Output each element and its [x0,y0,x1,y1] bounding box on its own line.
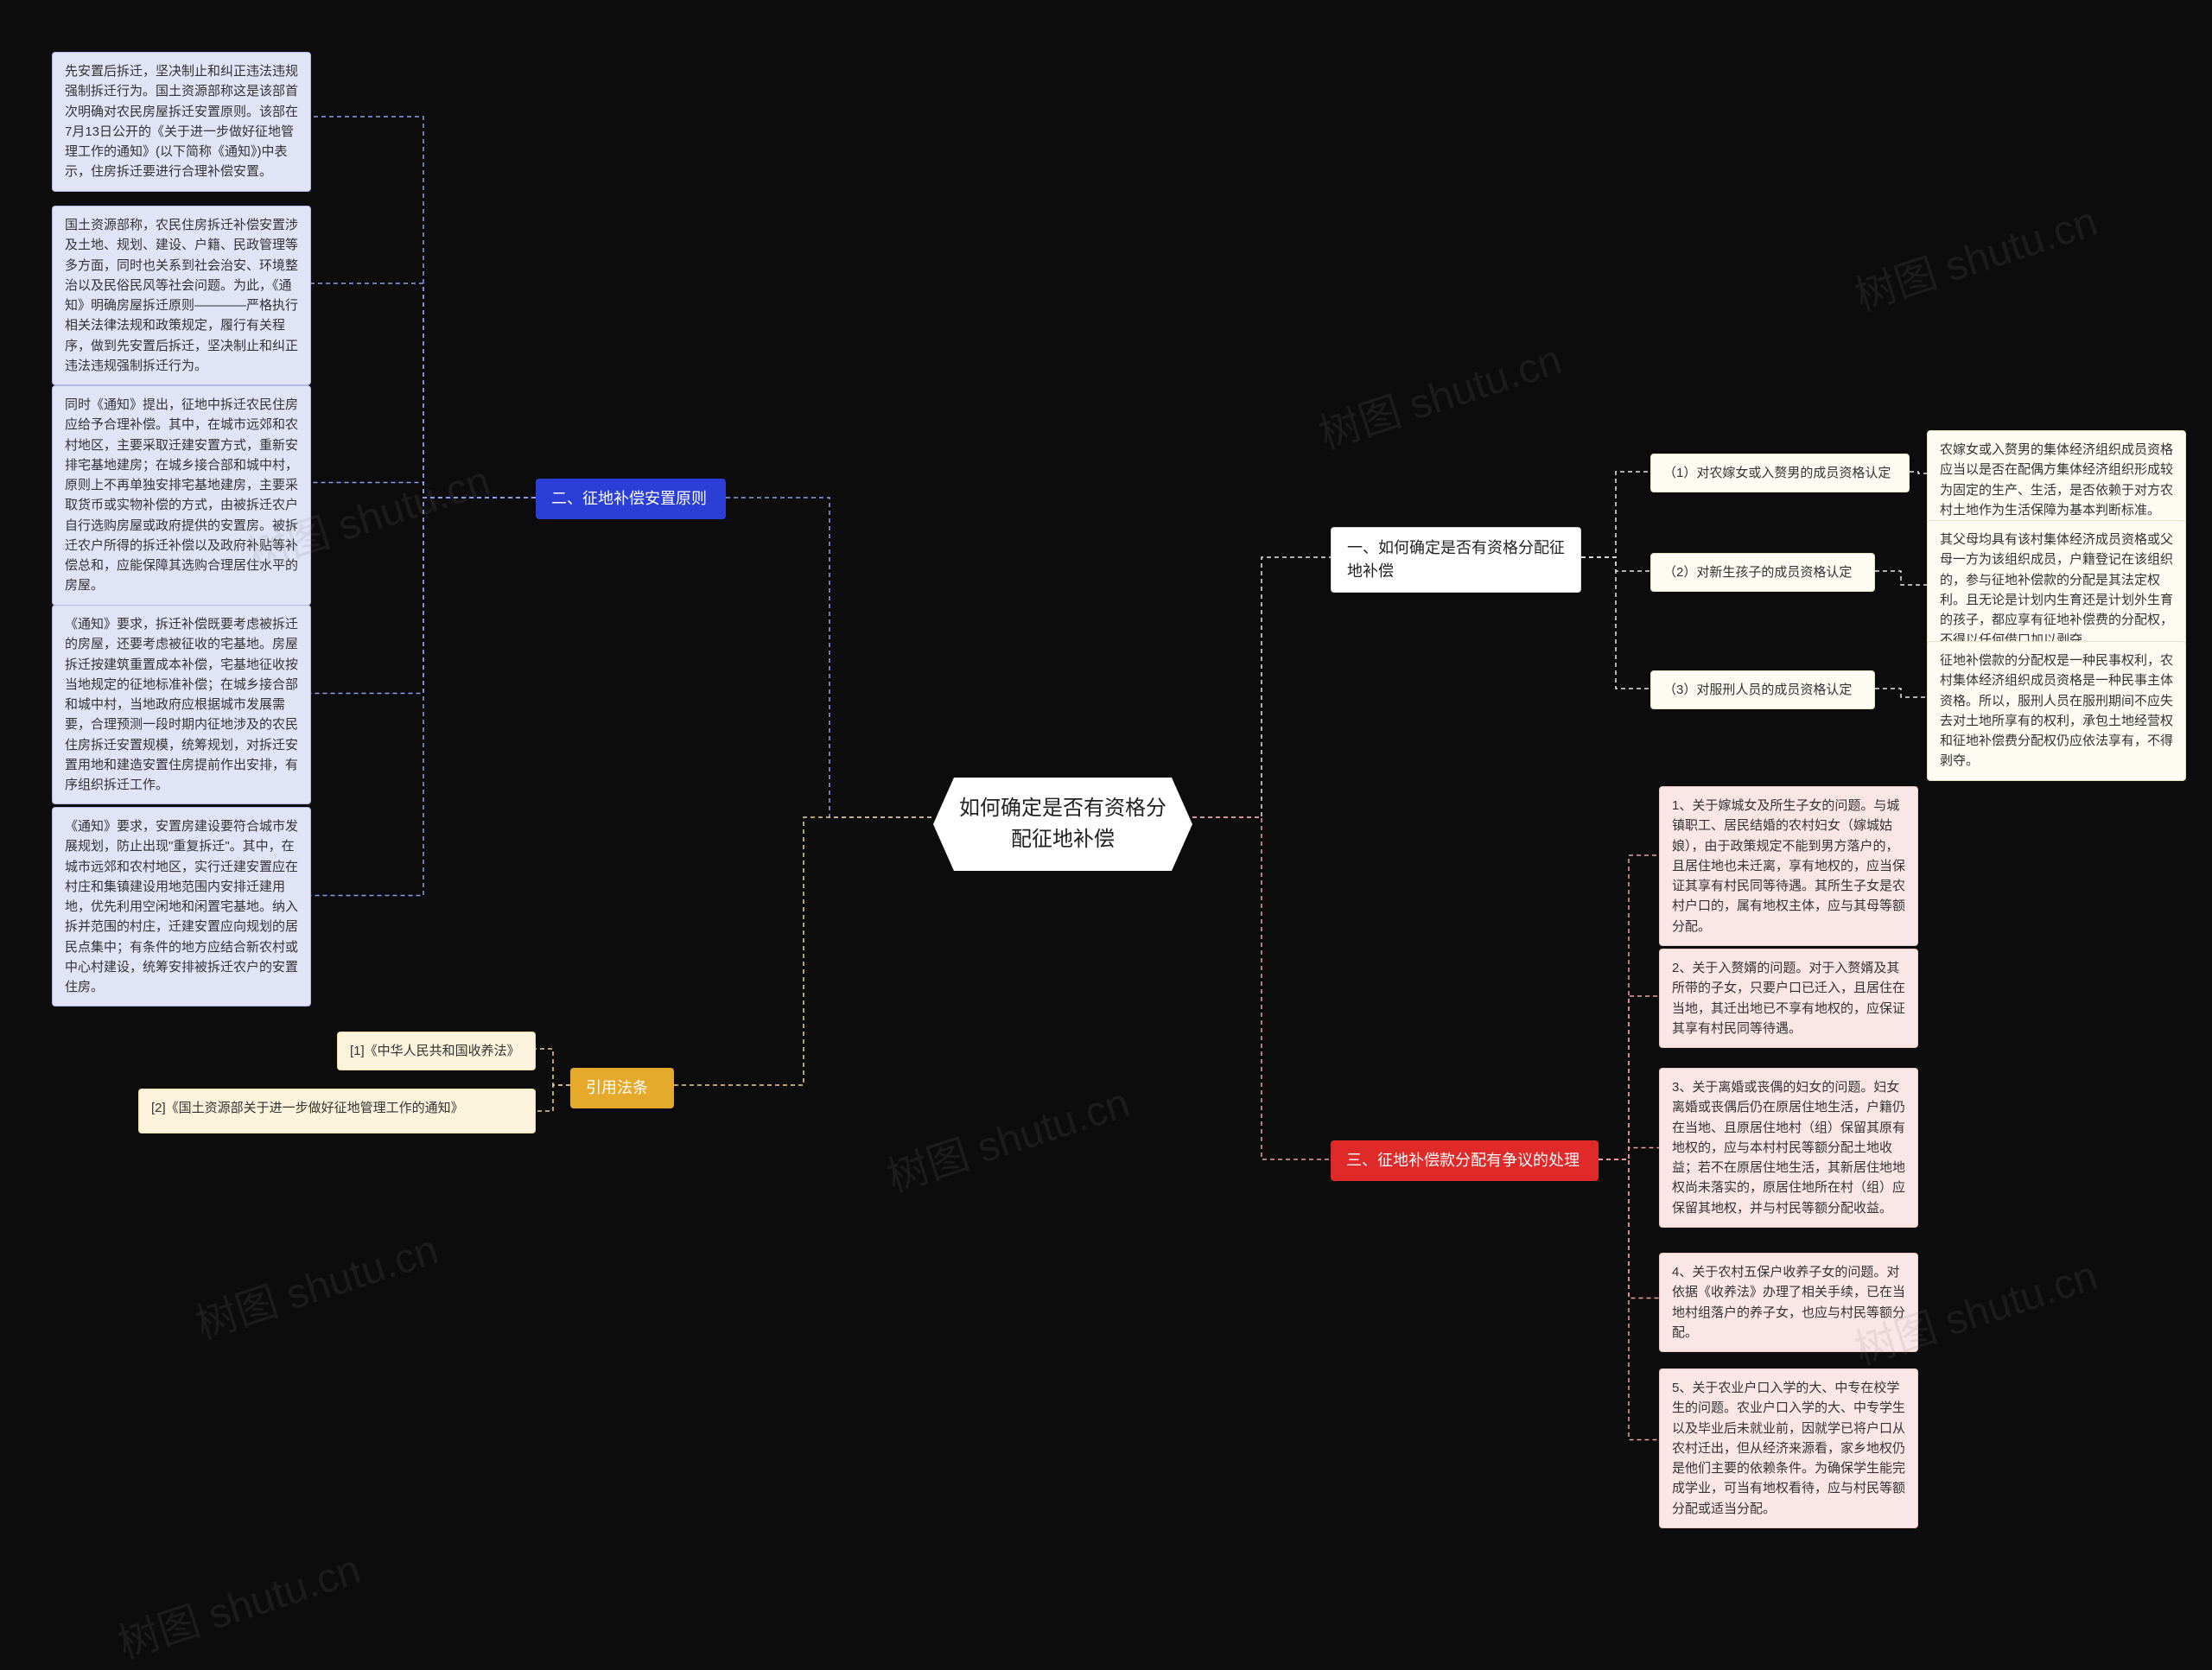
branch-b1: 一、如何确定是否有资格分配征地补偿 [1331,527,1581,593]
leaf-b2-0: 先安置后拆迁，坚决制止和纠正违法违规强制拆迁行为。国土资源部称这是该部首次明确对… [52,52,311,192]
detail-b1-0: 农嫁女或入赘男的集体经济组织成员资格应当以是否在配偶方集体经济组织形成较为固定的… [1927,430,2186,530]
branch-b4: 引用法条 [570,1068,674,1108]
watermark: 树图 shutu.cn [109,1535,366,1670]
leaf-b2-2: 同时《通知》提出，征地中拆迁农民住房应给予合理补偿。其中，在城市远郊和农村地区，… [52,385,311,606]
watermark: 树图 shutu.cn [1310,326,1567,460]
leaf-b1-0: （1）对农嫁女或入赘男的成员资格认定 [1650,454,1910,492]
center-node: 如何确定是否有资格分配征地补偿 [933,778,1192,871]
leaf-b4-1: [2]《国土资源部关于进一步做好征地管理工作的通知》 [138,1089,536,1133]
leaf-b2-1: 国土资源部称，农民住房拆迁补偿安置涉及土地、规划、建设、户籍、民政管理等多方面，… [52,206,311,385]
branch-b3: 三、征地补偿款分配有争议的处理 [1331,1140,1599,1181]
leaf-b4-0: [1]《中华人民共和国收养法》 [337,1032,536,1070]
watermark: 树图 shutu.cn [878,1069,1135,1203]
leaf-b3-4: 5、关于农业户口入学的大、中专在校学生的问题。农业户口入学的大、中专学生以及毕业… [1659,1368,1918,1528]
leaf-b1-1: （2）对新生孩子的成员资格认定 [1650,553,1875,592]
leaf-b2-4: 《通知》要求，安置房建设要符合城市发展规划，防止出现"重复拆迁"。其中，在城市远… [52,807,311,1006]
leaf-b1-2: （3）对服刑人员的成员资格认定 [1650,670,1875,709]
branch-b2: 二、征地补偿安置原则 [536,479,726,519]
leaf-b3-2: 3、关于离婚或丧偶的妇女的问题。妇女离婚或丧偶后仍在原居住地生活，户籍仍在当地、… [1659,1068,1918,1228]
watermark: 树图 shutu.cn [187,1216,444,1350]
detail-b1-2: 征地补偿款的分配权是一种民事权利，农村集体经济组织成员资格是一种民事主体资格。所… [1927,641,2186,781]
leaf-b3-0: 1、关于嫁城女及所生子女的问题。与城镇职工、居民结婚的农村妇女（嫁城姑娘），由于… [1659,786,1918,946]
detail-b1-1: 其父母均具有该村集体经济成员资格或父母一方为该组织成员，户籍登记在该组织的，参与… [1927,520,2186,660]
leaf-b2-3: 《通知》要求，拆迁补偿既要考虑被拆迁的房屋，还要考虑被征收的宅基地。房屋拆迁按建… [52,605,311,804]
leaf-b3-1: 2、关于入赘婿的问题。对于入赘婿及其所带的子女，只要户口已迁入，且居住在当地，其… [1659,949,1918,1048]
watermark: 树图 shutu.cn [1846,187,2103,322]
leaf-b3-3: 4、关于农村五保户收养子女的问题。对依据《收养法》办理了相关手续，已在当地村组落… [1659,1253,1918,1352]
